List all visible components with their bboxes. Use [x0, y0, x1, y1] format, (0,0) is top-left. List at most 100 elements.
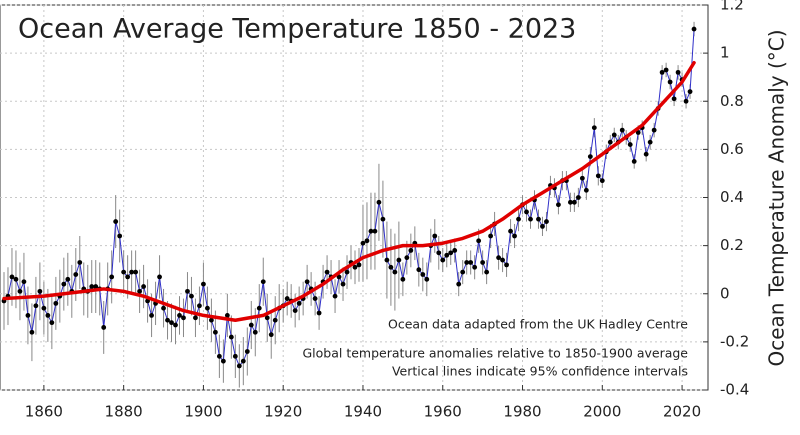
- data-point: [316, 310, 322, 316]
- x-tick-label: 1920: [264, 403, 302, 421]
- data-point: [599, 178, 605, 184]
- data-point: [356, 262, 362, 268]
- x-tick-label: 1900: [184, 403, 222, 421]
- data-point: [193, 315, 198, 321]
- data-point: [240, 358, 246, 364]
- data-point: [380, 216, 386, 222]
- data-point: [224, 313, 230, 318]
- data-point: [500, 257, 505, 263]
- data-point: [201, 281, 206, 287]
- data-point: [575, 195, 581, 200]
- data-point: [197, 303, 202, 309]
- x-tick-label: 1980: [503, 403, 541, 421]
- data-point: [13, 276, 19, 282]
- data-point: [45, 313, 51, 318]
- data-point: [205, 305, 210, 311]
- data-point: [33, 303, 39, 309]
- data-point: [161, 305, 166, 311]
- data-point: [209, 317, 214, 323]
- data-point: [37, 288, 43, 294]
- data-point: [77, 260, 83, 265]
- data-point: [683, 98, 689, 104]
- annotation: Vertical lines indicate 95% confidence i…: [392, 364, 688, 379]
- data-point: [113, 219, 119, 224]
- data-point: [117, 233, 123, 239]
- data-point: [133, 269, 139, 275]
- data-point: [340, 281, 346, 287]
- data-point: [524, 209, 529, 215]
- data-point: [9, 274, 15, 280]
- data-point: [173, 322, 178, 328]
- data-point: [228, 334, 234, 340]
- data-point: [436, 250, 442, 256]
- data-point: [121, 269, 127, 275]
- y-tick-label: -0.2: [720, 332, 749, 350]
- data-point: [452, 248, 458, 253]
- annotation: Ocean data adapted from the UK Hadley Ce…: [388, 317, 688, 332]
- data-point: [169, 320, 174, 326]
- data-point: [583, 187, 589, 193]
- trend-line: [2, 61, 696, 322]
- data-point: [212, 329, 218, 335]
- y-tick-label: 0.2: [720, 236, 744, 254]
- data-point: [312, 296, 318, 301]
- data-point: [504, 262, 509, 268]
- data-point: [244, 349, 250, 354]
- data-point: [109, 274, 115, 280]
- data-point: [372, 228, 378, 234]
- data-point: [595, 173, 601, 179]
- data-point: [540, 223, 545, 229]
- data-point: [675, 69, 681, 75]
- data-point: [177, 313, 182, 318]
- data-point: [189, 293, 194, 299]
- data-point: [384, 257, 390, 263]
- data-point: [125, 274, 131, 280]
- y-tick-label: 0.8: [720, 92, 744, 110]
- data-point: [456, 281, 462, 287]
- y-tick-label: 1: [720, 44, 730, 62]
- data-point: [508, 228, 513, 234]
- data-point: [512, 233, 517, 239]
- data-point: [260, 279, 266, 285]
- data-point: [460, 269, 466, 275]
- data-point: [232, 353, 238, 359]
- data-point: [157, 274, 162, 280]
- data-point: [65, 276, 71, 282]
- data-point: [528, 216, 533, 222]
- data-point: [41, 305, 47, 311]
- x-tick-label: 2020: [663, 403, 701, 421]
- data-point: [284, 296, 290, 301]
- data-point: [396, 257, 402, 263]
- data-point: [691, 26, 697, 32]
- y-tick-label: 1.2: [720, 0, 744, 14]
- data-point: [17, 288, 23, 294]
- data-point: [364, 238, 370, 244]
- data-point: [220, 358, 226, 364]
- grid: [0, 4, 708, 391]
- data-point: [73, 272, 79, 277]
- data-point: [268, 332, 274, 338]
- data-point: [619, 127, 625, 133]
- data-point: [264, 315, 270, 321]
- x-tick-label: 2000: [583, 403, 621, 421]
- data-point: [256, 305, 262, 311]
- data-point: [336, 274, 342, 280]
- data-point: [165, 317, 170, 323]
- data-point: [667, 79, 673, 85]
- data-point: [591, 125, 597, 131]
- data-point: [129, 269, 135, 275]
- data-point: [89, 284, 95, 289]
- data-point: [476, 238, 482, 244]
- data-point: [25, 313, 31, 318]
- data-point: [29, 329, 35, 335]
- data-point: [643, 151, 649, 157]
- data-point: [556, 202, 561, 208]
- annotation: Global temperature anomalies relative to…: [302, 346, 688, 361]
- data-point: [647, 139, 653, 145]
- data-point: [567, 199, 573, 205]
- data-point: [344, 269, 350, 275]
- data-point: [352, 264, 358, 270]
- data-point: [304, 279, 310, 285]
- data-point: [587, 154, 593, 159]
- data-point: [248, 322, 254, 328]
